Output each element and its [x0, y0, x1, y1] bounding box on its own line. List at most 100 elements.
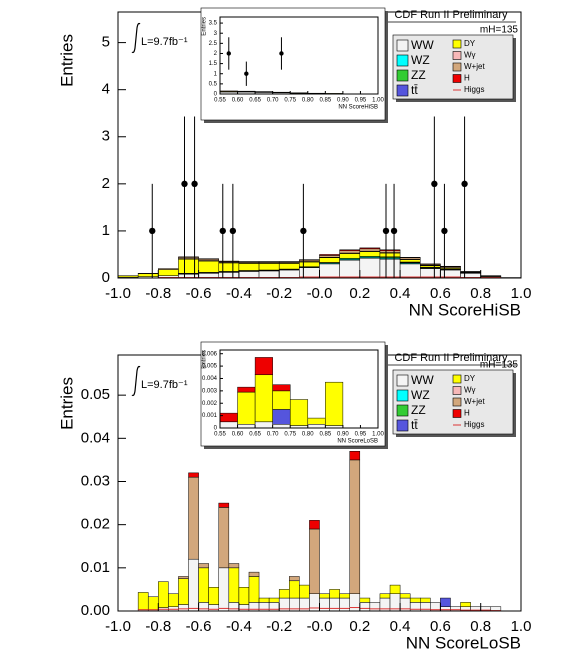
- histogram-bar: [272, 390, 291, 410]
- histogram-bar: [409, 597, 421, 603]
- x-tick-label: 0.65: [249, 432, 261, 438]
- histogram-bar: [339, 597, 350, 612]
- histogram-bar: [349, 459, 361, 594]
- histogram-bar: [359, 247, 381, 250]
- y-tick-label: 0.004: [202, 376, 218, 382]
- histogram-bar: [258, 263, 280, 271]
- legend-swatch: [396, 54, 409, 67]
- y-tick-label: 5: [102, 34, 110, 51]
- legend-swatch: [452, 374, 462, 384]
- data-point: [229, 227, 237, 235]
- luminosity-label: L=9.7fb⁻¹: [141, 379, 188, 391]
- data-point: [382, 227, 390, 235]
- histogram-bar: [198, 602, 209, 612]
- x-tick-label: 0.85: [319, 432, 331, 438]
- y-tick-label: 1: [214, 71, 218, 77]
- x-tick-label: 0.95: [355, 98, 367, 104]
- histogram-bar: [307, 417, 326, 425]
- x-tick-label: 0.75: [284, 432, 296, 438]
- histogram-bar: [248, 571, 260, 577]
- y-tick-label: 0.03: [81, 472, 110, 489]
- legend-label: tt̄: [411, 83, 418, 97]
- histogram-bar: [359, 257, 381, 279]
- x-tick-label: 0.60: [232, 432, 244, 438]
- histogram-bar: [379, 593, 391, 599]
- x-axis-title: NN ScoreLoSB: [406, 633, 521, 652]
- histogram-bar: [237, 424, 256, 429]
- data-point: [181, 180, 188, 188]
- histogram-bar: [440, 597, 451, 607]
- histogram-bar: [460, 602, 471, 607]
- x-tick-label: 0.85: [319, 98, 331, 104]
- x-tick-label: 0.6: [430, 618, 451, 635]
- legend-label: Higgs: [464, 85, 484, 94]
- histogram-bar: [219, 412, 238, 423]
- histogram-bar: [319, 597, 330, 612]
- histogram-bar: [178, 578, 189, 605]
- histogram-bar: [299, 584, 310, 599]
- histogram-bar: [219, 421, 238, 429]
- luminosity-label: L=9.7fb⁻¹: [141, 36, 188, 48]
- histogram-bar: [299, 261, 320, 267]
- x-tick-label: -0.0: [307, 618, 333, 635]
- x-tick-label: -0.8: [145, 285, 171, 302]
- histogram-bar: [272, 424, 291, 429]
- histogram-bar: [208, 604, 220, 612]
- legend-swatch: [452, 62, 462, 72]
- histogram-bar: [238, 271, 260, 279]
- histogram-bar: [228, 567, 240, 603]
- histogram-bar: [272, 409, 291, 425]
- data-point: [244, 71, 249, 76]
- x-tick-label: 0.2: [349, 285, 370, 302]
- x-tick-label: 0.90: [337, 98, 349, 104]
- histogram-bar: [379, 249, 401, 251]
- data-point: [191, 180, 198, 188]
- histogram-bar: [399, 263, 421, 279]
- histogram-bar: [339, 259, 361, 279]
- y-tick-label: 4: [102, 81, 110, 98]
- x-tick-label: 0.2: [349, 618, 370, 635]
- legend-swatch: [396, 404, 409, 417]
- data-point: [300, 227, 307, 235]
- histogram-bar: [349, 593, 361, 612]
- histogram-bar: [198, 567, 209, 603]
- histogram-bar: [198, 563, 209, 569]
- legend-swatch: [396, 39, 409, 52]
- legend-swatch: [452, 397, 462, 407]
- histogram-bar: [238, 604, 250, 612]
- histogram-bar: [329, 597, 340, 612]
- legend-label: H: [464, 409, 470, 418]
- y-tick-label: 0.01: [81, 559, 110, 576]
- y-tick-label: 0.05: [81, 386, 110, 403]
- histogram-bar: [147, 596, 159, 610]
- histogram-bar: [168, 593, 179, 607]
- histogram-bar: [319, 263, 340, 279]
- experiment-label: CDF Run II Preliminary: [394, 9, 508, 21]
- histogram-bar: [325, 381, 344, 426]
- histogram-bar: [228, 602, 240, 612]
- x-tick-label: 0.4: [390, 285, 411, 302]
- histogram-bar: [238, 263, 260, 271]
- histogram-bar: [258, 597, 270, 603]
- x-tick-label: -1.0: [105, 618, 131, 635]
- x-tick-label: 0.75: [284, 98, 296, 104]
- histogram-bar: [248, 576, 260, 603]
- inset-box: [200, 341, 386, 447]
- histogram-bar: [359, 597, 371, 603]
- histogram-bar: [188, 476, 199, 560]
- x-tick-label: 0.70: [267, 432, 279, 438]
- histogram-bar: [369, 602, 381, 612]
- data-point: [279, 51, 284, 56]
- histogram-bar: [137, 592, 149, 610]
- histogram-bar: [319, 255, 340, 258]
- y-tick-label: 0.00: [81, 602, 110, 619]
- inset-box: [200, 7, 386, 121]
- y-tick-label: 2.5: [209, 41, 218, 47]
- legend-label: tt̄: [411, 418, 418, 432]
- data-point: [461, 180, 468, 188]
- y-tick-label: 0.005: [202, 364, 218, 370]
- histogram-bar: [359, 602, 371, 612]
- legend-label: DY: [464, 374, 476, 383]
